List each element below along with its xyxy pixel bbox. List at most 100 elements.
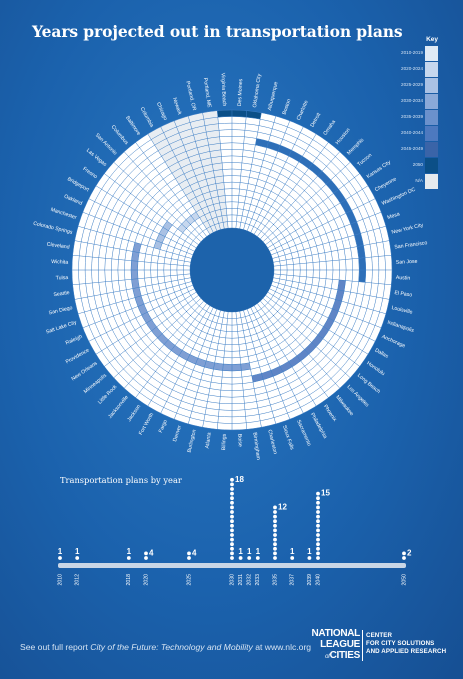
year-dot [230, 477, 234, 482]
year-data-label: 1 [290, 547, 295, 556]
year-column: 1 [127, 547, 132, 560]
key-item: 2025-2029 [398, 78, 438, 93]
grid-spoke [72, 273, 191, 286]
key-swatch [425, 78, 438, 93]
city-label: Virginia Beach [219, 73, 227, 107]
footer-text-2: at www.nlc.org [252, 642, 312, 652]
grid-spoke [217, 311, 229, 430]
grid-spoke [235, 311, 248, 430]
grid-spoke [82, 211, 193, 256]
radial-segment [213, 362, 224, 371]
grid-spoke [246, 309, 291, 420]
key-item-label: 2025-2029 [401, 82, 423, 87]
city-label: Seattle [53, 290, 70, 298]
year-dot [273, 551, 277, 556]
radial-segment [311, 334, 324, 347]
radial-segment [296, 349, 309, 362]
radial-segment [317, 171, 331, 185]
radial-segment [317, 326, 330, 339]
radial-segment [186, 354, 198, 365]
year-dot [230, 523, 234, 528]
year-axis [58, 563, 406, 568]
grid-spoke [160, 126, 214, 233]
year-tick-label: 2020 [143, 574, 149, 586]
year-dot [316, 491, 320, 496]
key-swatch [425, 142, 438, 157]
grid-spoke [273, 277, 390, 300]
year-dot [273, 537, 277, 542]
logo-main: NATIONAL LEAGUE ofCITIES [296, 628, 360, 663]
key-item: 2045-2049 [398, 142, 438, 157]
year-data-label: 1 [127, 547, 132, 556]
grid-spoke [187, 116, 221, 230]
year-chart-title: Transportation plans by year [60, 475, 182, 485]
city-label: Birmingham [251, 432, 261, 460]
radial-segment [157, 333, 169, 345]
grid-spoke [239, 112, 262, 229]
year-dot [230, 528, 234, 533]
grid-spoke [173, 309, 218, 420]
year-dot [307, 556, 312, 560]
year-tick-label: 2010 [57, 574, 63, 586]
radial-segment [222, 364, 233, 371]
year-data-label: 4 [149, 548, 154, 557]
footer-text: See out full report City of the Future: … [20, 641, 311, 653]
year-dot [230, 514, 234, 519]
grid-spoke [202, 112, 225, 229]
logo-sub-2: FOR CITY SOLUTIONS [366, 640, 435, 647]
city-label: Boston [282, 98, 293, 115]
radial-segment [131, 270, 138, 280]
grid-spoke [257, 142, 329, 237]
year-data-label: 12 [278, 502, 287, 511]
year-dot [230, 537, 234, 542]
radial-segment [174, 116, 221, 231]
key-item: 2035-2039 [398, 110, 438, 125]
year-dot [273, 514, 277, 519]
year-data-label: 1 [247, 547, 252, 556]
year-dot [230, 496, 234, 501]
key-item: 2010-2019 [398, 46, 438, 61]
grid-spoke [135, 303, 207, 398]
grid-spoke [267, 185, 369, 249]
year-dot [316, 528, 320, 533]
year-tick-label: 2012 [75, 574, 81, 586]
radial-segment [246, 110, 262, 120]
radial-chart: Virginia Beach Des Moines Oklahoma City Alb… [33, 73, 428, 461]
year-dot [230, 505, 234, 510]
grid-spoke [262, 298, 351, 378]
footer-text-1: See out full report [20, 642, 91, 652]
footer-report-title[interactable]: City of the Future: Technology and Mobil… [90, 642, 253, 652]
year-dot [402, 556, 406, 560]
radial-segment [298, 156, 313, 169]
year-dot [255, 556, 260, 560]
radial-segment [131, 251, 140, 262]
key-item: N/A [398, 174, 438, 189]
year-dot [316, 514, 320, 519]
radial-segment [163, 339, 176, 351]
radial-segment [147, 126, 214, 235]
year-tick-label: 2050 [401, 574, 407, 586]
grid-spoke [260, 300, 340, 389]
grid-spoke [173, 120, 218, 231]
key-swatch [425, 46, 438, 61]
radial-segment [335, 289, 345, 302]
year-dot [230, 556, 234, 560]
logo-line-1: NATIONAL [311, 628, 360, 639]
radial-segment [333, 189, 346, 204]
logo-subtitle: CENTER FOR CITY SOLUTIONS AND APPLIED RE… [366, 632, 463, 656]
radial-segment [204, 360, 215, 370]
year-dot [230, 542, 234, 547]
radial-segment [337, 279, 346, 291]
city-label: San Francisco [394, 240, 428, 251]
grid-spoke [250, 126, 304, 233]
year-dot [273, 546, 277, 551]
key-item-label: 2050 [412, 162, 423, 167]
key-swatch [425, 158, 438, 173]
city-label: Portland, ME [202, 78, 212, 109]
grid-spoke [243, 310, 277, 424]
year-dot [316, 496, 320, 501]
radial-segment [240, 362, 251, 371]
year-dot [316, 500, 320, 505]
city-label: San Diego [48, 305, 73, 316]
grid-spoke [104, 295, 199, 367]
